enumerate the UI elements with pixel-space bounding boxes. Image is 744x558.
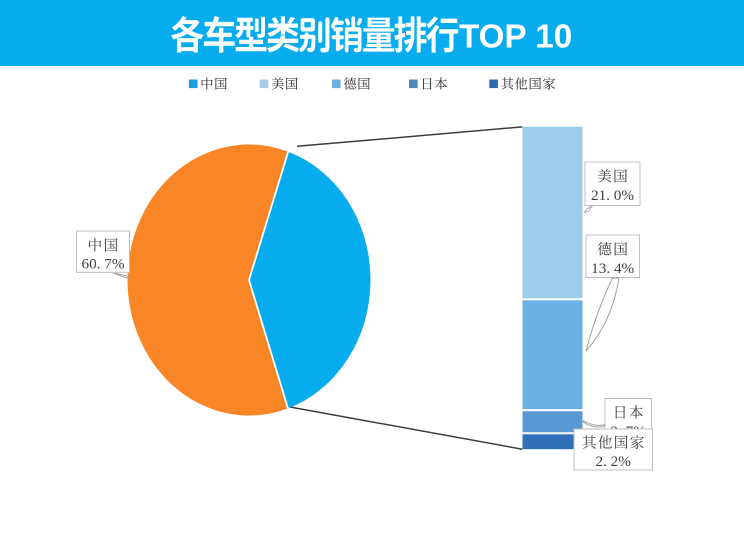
svg-text:60. 7%: 60. 7% <box>81 255 124 272</box>
svg-text:13. 4%: 13. 4% <box>591 260 634 277</box>
svg-text:2. 2%: 2. 2% <box>595 453 631 470</box>
svg-text:21. 0%: 21. 0% <box>591 187 634 204</box>
svg-text:TOP 10: TOP 10 <box>459 19 572 56</box>
